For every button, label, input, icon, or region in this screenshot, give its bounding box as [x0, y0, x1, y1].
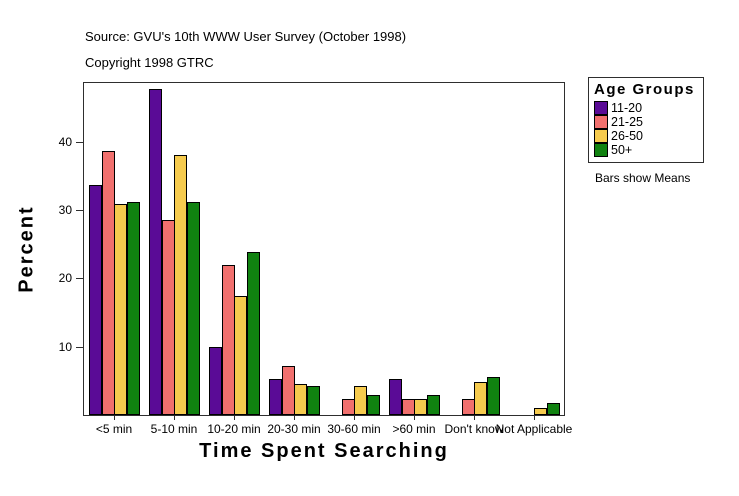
x-tick: [234, 416, 235, 420]
y-tick-label: 10: [58, 340, 72, 354]
bar-26-50-30-60 min: [354, 386, 367, 415]
bar-50+-10-20 min: [247, 252, 260, 415]
legend-swatch-21-25: [594, 115, 608, 129]
bar-11-20-5-10 min: [149, 89, 162, 415]
legend-label: 11-20: [611, 101, 643, 115]
x-tick-label: Not Applicable: [495, 422, 573, 436]
bar-50+-20-30 min: [307, 386, 320, 415]
y-tick-label: 20: [58, 271, 72, 285]
y-tick-label: 30: [58, 203, 72, 217]
bar-26-50->60 min: [414, 399, 427, 415]
y-tick-label: 40: [58, 135, 72, 149]
bar-26-50-20-30 min: [294, 384, 307, 415]
bar-50+-Don't know: [487, 377, 500, 415]
bar-26-50-Don't know: [474, 382, 487, 415]
source-text: Source: GVU's 10th WWW User Survey (Octo…: [85, 29, 407, 44]
y-axis-title: Percent: [15, 205, 38, 293]
x-tick-label: >60 min: [392, 422, 436, 436]
legend-swatch-11-20: [594, 101, 608, 115]
bar-11-20-20-30 min: [269, 379, 282, 415]
plot-area: [83, 82, 565, 416]
x-tick-label: <5 min: [95, 422, 133, 436]
legend-item: 11-20: [594, 101, 699, 115]
x-tick: [114, 416, 115, 420]
legend-item: 21-25: [594, 115, 699, 129]
x-tick: [354, 416, 355, 420]
x-tick: [534, 416, 535, 420]
bar-50+->60 min: [427, 395, 440, 415]
x-tick-label: 20-30 min: [267, 422, 321, 436]
x-tick-label: 5-10 min: [150, 422, 198, 436]
y-tick: [76, 347, 83, 348]
x-tick-label: 10-20 min: [207, 422, 261, 436]
bar-50+-<5 min: [127, 202, 140, 415]
x-tick: [414, 416, 415, 420]
y-tick: [76, 142, 83, 143]
y-tick: [76, 210, 83, 211]
bar-11-20-<5 min: [89, 185, 102, 415]
legend-item: 50+: [594, 143, 699, 157]
legend-label: 50+: [611, 143, 633, 157]
bar-26-50-Not Applicable: [534, 408, 547, 415]
legend-swatch-26-50: [594, 129, 608, 143]
legend-item: 26-50: [594, 129, 699, 143]
bar-11-20->60 min: [389, 379, 402, 415]
bar-11-20-10-20 min: [209, 347, 222, 415]
legend-swatch-50plus: [594, 143, 608, 157]
x-tick-label: Don't know: [444, 422, 504, 436]
copyright-text: Copyright 1998 GTRC: [85, 55, 214, 70]
legend-note: Bars show Means: [595, 171, 691, 185]
bar-50+-30-60 min: [367, 395, 380, 415]
legend-box: Age Groups 11-20 21-25 26-50 50+: [588, 77, 704, 163]
x-tick: [294, 416, 295, 420]
bar-26-50-10-20 min: [234, 296, 247, 415]
bar-26-50-5-10 min: [174, 155, 187, 415]
x-axis-title: Time Spent Searching: [199, 440, 449, 462]
x-tick: [474, 416, 475, 420]
bar-26-50-<5 min: [114, 204, 127, 415]
bar-50+-5-10 min: [187, 202, 200, 415]
legend-label: 21-25: [611, 115, 643, 129]
y-tick: [76, 278, 83, 279]
x-tick-label: 30-60 min: [327, 422, 381, 436]
legend-title: Age Groups: [594, 81, 695, 98]
bar-50+-Not Applicable: [547, 403, 560, 415]
legend-label: 26-50: [611, 129, 643, 143]
x-tick: [174, 416, 175, 420]
